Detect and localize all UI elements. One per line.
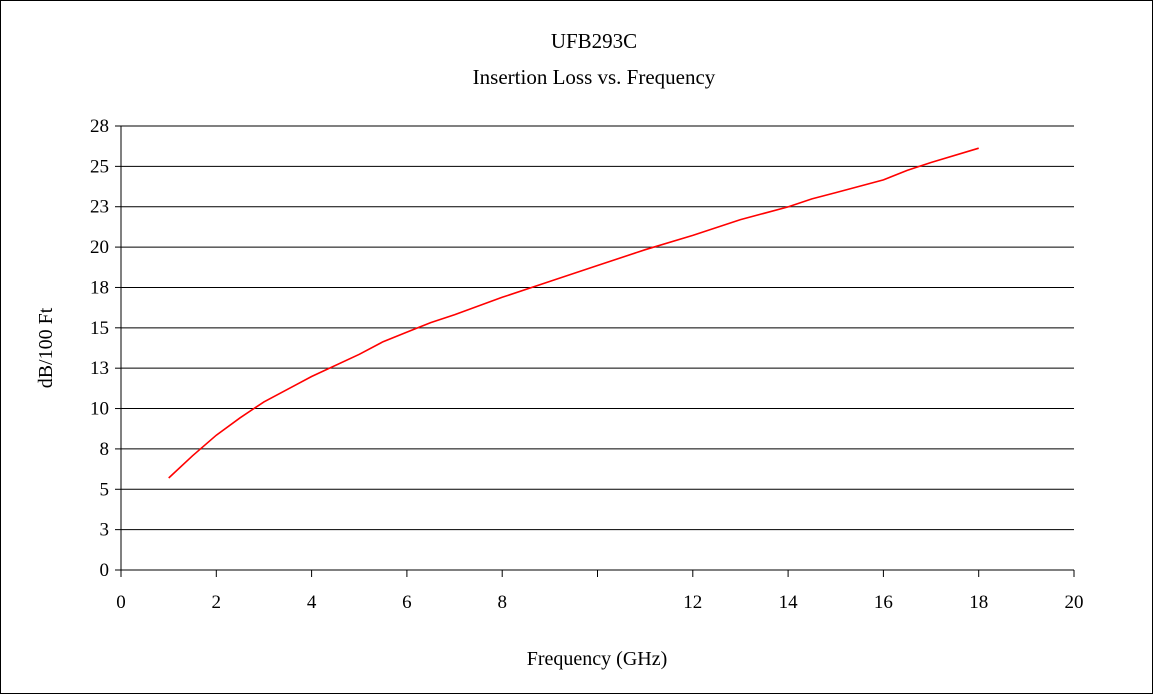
y-tick-label: 25	[90, 156, 109, 177]
y-tick-label: 8	[100, 439, 110, 460]
y-tick-label: 15	[90, 318, 109, 339]
y-tick-label: 10	[90, 399, 109, 420]
x-tick-label: 18	[969, 592, 988, 613]
x-tick-label: 8	[497, 592, 507, 613]
y-tick-label: 3	[100, 520, 110, 541]
x-tick-label: 12	[683, 592, 702, 613]
y-axis-label: dB/100 Ft	[35, 307, 57, 388]
y-tick-label: 28	[90, 116, 109, 137]
x-tick-label: 4	[307, 592, 317, 613]
x-tick-label: 0	[116, 592, 126, 613]
x-axis-label: Frequency (GHz)	[527, 648, 668, 670]
x-tick-label: 16	[874, 592, 893, 613]
y-tick-label: 18	[90, 277, 109, 298]
y-tick-label: 23	[90, 197, 109, 218]
chart-title: UFB293C	[551, 29, 637, 53]
x-tick-label: 2	[212, 592, 222, 613]
x-tick-label: 6	[402, 592, 412, 613]
series-line	[168, 147, 979, 479]
y-tick-label: 5	[100, 479, 110, 500]
x-tick-label: 14	[779, 592, 799, 613]
y-tick-label: 0	[100, 560, 110, 581]
grid-lines	[121, 125, 1074, 571]
x-tick-label: 20	[1065, 592, 1084, 613]
y-tick-label: 20	[90, 237, 109, 258]
x-tick-labels: 0 2 4 6 8 12 14 16 18 20	[116, 570, 1084, 613]
chart-subtitle: Insertion Loss vs. Frequency	[473, 65, 716, 89]
y-tick-label: 13	[90, 358, 109, 379]
y-tick-labels: 0 3 5 8 10 13 15 18 20 23 25 28	[90, 116, 121, 581]
